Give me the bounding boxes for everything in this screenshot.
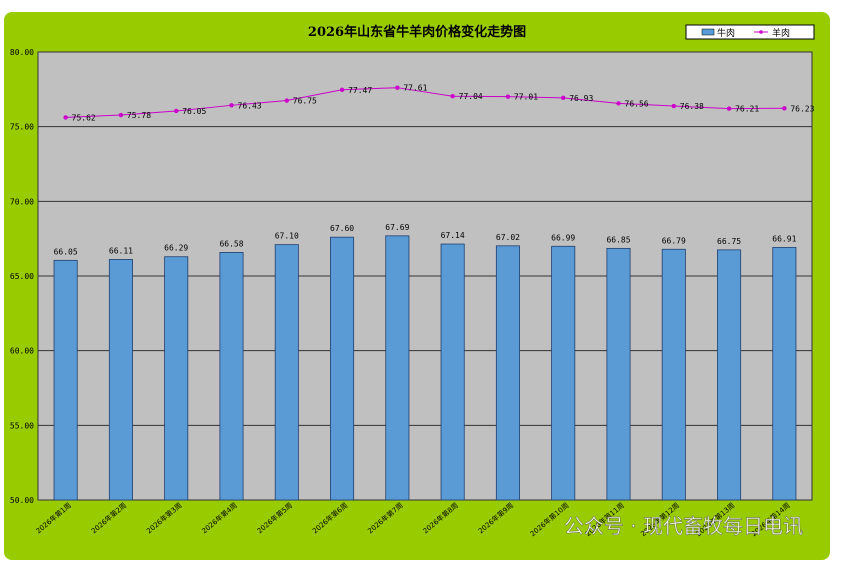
x-tick-label: 2026年第6周 [310, 501, 349, 536]
bar-value-label: 67.69 [385, 223, 409, 232]
bar-beef [661, 248, 686, 501]
point-value-label: 76.23 [790, 104, 814, 113]
bar-value-label: 67.02 [496, 233, 520, 242]
y-tick-label: 50.00 [10, 496, 34, 505]
legend-marker-mutton [759, 30, 763, 34]
point-value-label: 76.38 [680, 102, 704, 111]
point-value-label: 76.21 [735, 105, 759, 114]
bar-beef [551, 245, 576, 501]
bar-value-label: 67.60 [330, 224, 354, 233]
bar-value-label: 67.10 [275, 232, 299, 241]
legend-label-beef: 牛肉 [717, 27, 735, 39]
point-mutton [339, 87, 345, 92]
bar-value-label: 66.79 [662, 236, 686, 245]
point-mutton [505, 94, 511, 99]
legend-box [685, 24, 815, 40]
bar-beef [495, 245, 520, 501]
bar-beef [53, 259, 78, 501]
point-value-label: 76.05 [182, 107, 206, 116]
watermark-text: 公众号 · 现代畜牧每日电讯 [564, 514, 803, 538]
bar-value-label: 66.85 [606, 235, 630, 244]
bar-beef [274, 244, 299, 501]
y-tick-label: 70.00 [10, 197, 34, 206]
y-tick-label: 65.00 [10, 272, 34, 281]
point-mutton [450, 94, 455, 99]
point-value-label: 76.75 [293, 97, 317, 106]
x-tick-label: 2026年第5周 [255, 501, 294, 536]
y-tick-label: 75.00 [10, 123, 34, 132]
point-value-label: 76.93 [569, 94, 593, 103]
y-tick-label: 80.00 [10, 48, 34, 57]
bar-value-label: 66.99 [551, 233, 575, 242]
point-mutton [395, 85, 400, 90]
point-value-label: 76.43 [238, 101, 262, 110]
bar-beef [385, 235, 410, 501]
x-tick-label: 2026年第4周 [200, 501, 239, 536]
y-axis: 50.00 55.00 60.00 65.00 70.00 75.00 80.00 [10, 48, 34, 505]
bar-beef [772, 247, 797, 501]
point-mutton [63, 115, 68, 120]
y-tick-label: 60.00 [10, 347, 34, 356]
point-value-label: 77.61 [403, 84, 427, 93]
point-mutton [671, 103, 676, 109]
point-value-label: 75.62 [72, 113, 96, 122]
bar-value-label: 66.11 [109, 246, 133, 255]
line-mutton [65, 87, 785, 118]
bar-beef [164, 256, 189, 501]
bar-series-beef [53, 235, 797, 501]
bar-beef [717, 249, 742, 501]
point-mutton [782, 106, 787, 111]
point-mutton [229, 103, 234, 108]
bar-value-label: 66.91 [772, 234, 796, 243]
x-tick-label: 2026年第1周 [34, 501, 73, 536]
point-mutton [726, 106, 732, 111]
point-value-label: 77.01 [514, 93, 538, 102]
point-value-label: 77.04 [459, 92, 483, 101]
point-mutton [616, 101, 621, 106]
legend-label-mutton: 羊肉 [772, 27, 790, 39]
y-tick-label: 55.00 [10, 421, 34, 430]
bar-value-label: 66.75 [717, 237, 741, 246]
bar-value-label: 66.29 [164, 244, 188, 253]
point-value-label: 75.78 [127, 111, 151, 120]
legend: 牛肉 羊肉 [685, 24, 815, 40]
chart-title: 2026年山东省牛羊肉价格变化走势图 [308, 24, 526, 40]
point-mutton [174, 108, 179, 114]
x-tick-label: 2026年第8周 [421, 501, 460, 536]
x-tick-label: 2026年第2周 [89, 501, 128, 536]
line-series-mutton: 75.62 75.78 76.05 76.43 76.75 77.47 77.61 77.04… [63, 84, 815, 122]
x-tick-label: 2026年第7周 [366, 501, 405, 536]
bar-value-label: 67.14 [441, 231, 465, 240]
point-mutton [118, 112, 124, 118]
bar-value-label: 66.05 [54, 247, 78, 256]
bar-beef [330, 236, 355, 501]
x-tick-label: 2026年第3周 [145, 501, 184, 536]
point-value-label: 77.47 [348, 86, 372, 95]
bar-beef [440, 243, 465, 501]
bar-data-labels: 66.05 66.11 66.29 66.58 67.10 67.60 67.69 67.14… [54, 223, 797, 256]
x-tick-label: 2026年第9周 [476, 501, 515, 536]
point-mutton [561, 95, 566, 101]
bar-beef [219, 252, 244, 501]
point-value-label: 76.56 [625, 99, 649, 108]
bar-beef [108, 259, 133, 501]
bar-value-label: 66.58 [219, 239, 243, 248]
point-mutton [284, 98, 289, 103]
bar-beef [606, 247, 631, 501]
legend-swatch-beef [701, 28, 715, 36]
